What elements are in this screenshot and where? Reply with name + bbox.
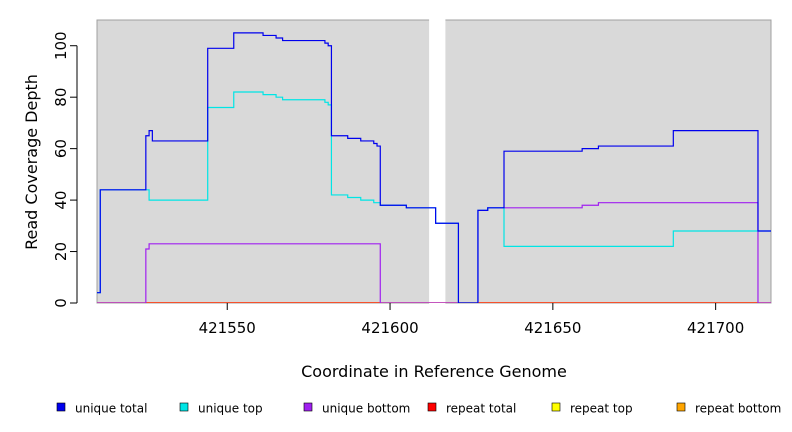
x-tick-label: 421700 [687,319,744,337]
legend-swatch [303,402,313,412]
y-tick-label: 80 [52,88,70,107]
legend-label: unique bottom [322,402,410,416]
legend-swatch [179,402,189,412]
gap-band [429,19,446,304]
legend-label: repeat total [446,402,516,416]
legend-label: unique top [198,402,263,416]
legend-label: unique total [75,402,147,416]
y-tick-label: 0 [52,298,70,308]
y-tick-label: 20 [52,242,70,261]
legend-item: repeat bottom [676,402,781,416]
y-tick-label: 60 [52,139,70,158]
x-tick-label: 421650 [524,319,581,337]
legend-label: repeat bottom [695,402,781,416]
legend-swatch [676,402,686,412]
axes: 421550 421600 421650 421700 0 20 40 60 80 100 [52,31,744,337]
legend-swatch [427,402,437,412]
x-axis-title: Coordinate in Reference Genome [301,362,567,381]
legend: unique total unique top unique bottom repea… [56,402,781,416]
legend-swatch [551,402,561,412]
legend-item: repeat top [551,402,633,416]
y-tick-label: 40 [52,191,70,210]
x-tick-label: 421600 [361,319,418,337]
y-axis-title: Read Coverage Depth [22,74,41,250]
legend-item: unique bottom [303,402,410,416]
y-tick-label: 100 [52,31,70,60]
x-tick-label: 421550 [199,319,256,337]
legend-item: unique total [56,402,147,416]
legend-swatch [56,402,66,412]
legend-label: repeat top [570,402,633,416]
series-line-unique-total [97,32,771,303]
legend-item: repeat total [427,402,516,416]
plot-area [96,19,772,304]
legend-item: unique top [179,402,263,416]
